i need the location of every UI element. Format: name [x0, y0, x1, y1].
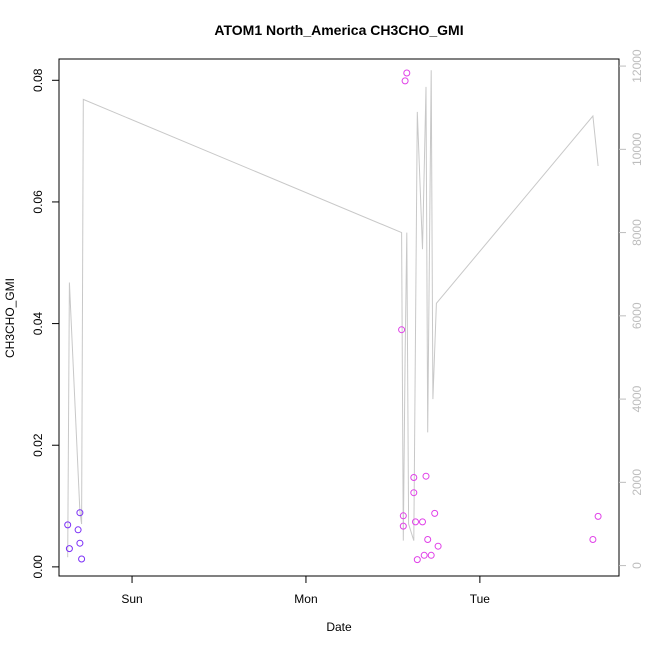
y-tick-label-2: 0.04 — [31, 312, 45, 336]
data-point-1-6 — [410, 474, 418, 481]
x-tick-label-1: Mon — [294, 592, 317, 606]
y2-tick-label-4: 8000 — [630, 219, 644, 246]
data-point-1-5 — [410, 489, 418, 497]
x-tick-label-2: Tue — [470, 592, 491, 606]
data-point-1-12 — [424, 536, 432, 543]
data-point-1-15 — [434, 542, 442, 550]
y2-tick-label-6: 12000 — [630, 49, 644, 83]
y2-tick-label-3: 6000 — [630, 302, 644, 329]
data-point-1-4 — [403, 69, 411, 77]
y-tick-label-4: 0.08 — [31, 68, 45, 92]
data-point-1-8 — [413, 556, 421, 564]
data-point-1-16 — [589, 536, 597, 543]
x-axis-label: Date — [326, 620, 352, 634]
data-point-1-10 — [420, 551, 428, 559]
data-point-0-5 — [78, 555, 86, 563]
data-point-0-0 — [64, 521, 72, 529]
data-point-1-14 — [431, 509, 439, 517]
data-point-1-7 — [412, 518, 419, 526]
data-point-1-3 — [401, 77, 409, 85]
y-tick-label-0: 0.00 — [31, 555, 45, 579]
plot-frame — [58, 58, 620, 577]
y-tick-label-3: 0.06 — [31, 190, 45, 214]
chart-title: ATOM1 North_America CH3CHO_GMI — [214, 22, 463, 38]
y2-tick-label-2: 4000 — [630, 385, 644, 412]
data-point-0-1 — [65, 545, 73, 553]
data-point-1-17 — [594, 512, 602, 520]
data-point-1-11 — [422, 472, 430, 480]
data-point-1-9 — [419, 518, 426, 526]
series-line-0 — [67, 70, 599, 558]
data-point-1-2 — [399, 522, 407, 530]
data-point-0-4 — [76, 539, 84, 547]
plot-area: 0.00 0.02 0.04 0.06 0.08 0 2000 4000 6000 8000 100… — [31, 49, 644, 606]
data-point-0-2 — [74, 526, 82, 534]
y2-tick-label-1: 2000 — [630, 469, 644, 496]
y2-tick-label-0: 0 — [630, 562, 644, 569]
data-point-1-13 — [427, 551, 435, 559]
data-point-1-1 — [399, 512, 407, 520]
x-tick-label-0: Sun — [121, 592, 142, 606]
y-tick-label-1: 0.02 — [31, 433, 45, 457]
y2-tick-label-5: 10000 — [630, 132, 644, 166]
data-point-1-0 — [398, 326, 406, 334]
data-point-0-3 — [76, 509, 84, 517]
y-axis-label: CH3CHO_GMI — [3, 278, 17, 358]
